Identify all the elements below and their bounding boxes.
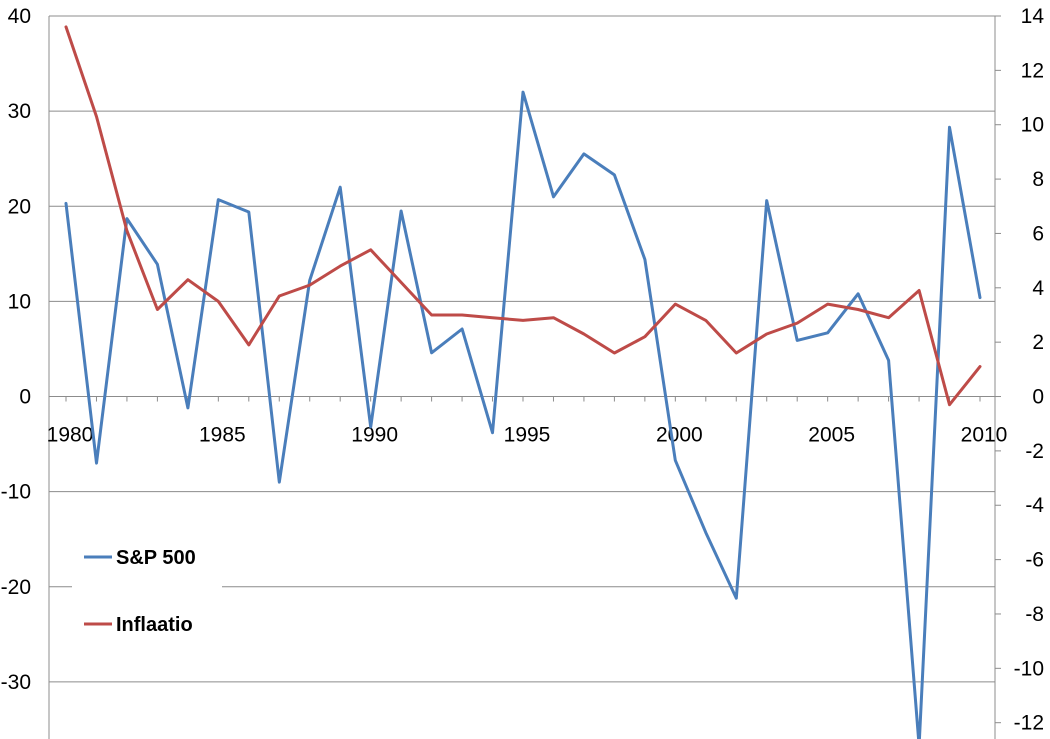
series-lines [64, 25, 982, 739]
series-line-0 [64, 90, 982, 739]
right-tick-label: -12 [1014, 712, 1044, 735]
x-tick-label: 1990 [351, 424, 398, 447]
right-tick-label: 12 [1021, 59, 1044, 82]
legend-background [72, 532, 222, 652]
left-tick-label: -30 [1, 671, 31, 694]
left-axis-ticks: 40 30 20 10 0 -10 -20 -30 [1, 5, 31, 694]
right-tick-label: 8 [1032, 168, 1044, 191]
left-tick-label: 0 [19, 386, 31, 409]
legend-label-inflaatio: Inflaatio [116, 614, 193, 636]
left-tick-label: 20 [8, 195, 31, 218]
right-tick-label: 4 [1032, 277, 1044, 300]
right-tick-label: 14 [1021, 5, 1045, 28]
left-tick-label: 30 [8, 100, 31, 123]
left-tick-label: -10 [1, 481, 31, 504]
right-tick-label: -4 [1025, 494, 1044, 517]
right-tick-label: -6 [1025, 549, 1044, 572]
right-tick-label: -10 [1014, 657, 1044, 680]
left-tick-label: 40 [8, 5, 31, 28]
right-tick-label: -2 [1025, 440, 1044, 463]
right-tick-label: 6 [1032, 222, 1044, 245]
right-tick-label: 0 [1032, 386, 1044, 409]
x-tick-label: 2010 [961, 424, 1008, 447]
x-axis-ticks: 1980 1985 1990 1995 2000 2005 2010 [47, 396, 1008, 447]
left-tick-label: 10 [8, 290, 31, 313]
legend-label-sp500: S&P 500 [116, 547, 196, 569]
right-tick-label: 10 [1021, 114, 1044, 137]
legend: S&P 500 Inflaatio [72, 532, 222, 652]
x-tick-label: 1985 [199, 424, 246, 447]
x-tick-label: 2005 [808, 424, 855, 447]
right-tick-label: 2 [1032, 331, 1044, 354]
right-tick-label: -8 [1025, 603, 1044, 626]
series-line-1 [64, 25, 982, 407]
left-tick-label: -20 [1, 576, 31, 599]
right-axis-ticks: 14 12 10 8 6 4 2 0 -2 -4 -6 -8 -10 -12 [995, 5, 1044, 735]
axes [48, 16, 996, 739]
x-tick-label: 1995 [504, 424, 551, 447]
x-tick-label: 2000 [656, 424, 703, 447]
x-tick-label: 1980 [47, 424, 94, 447]
